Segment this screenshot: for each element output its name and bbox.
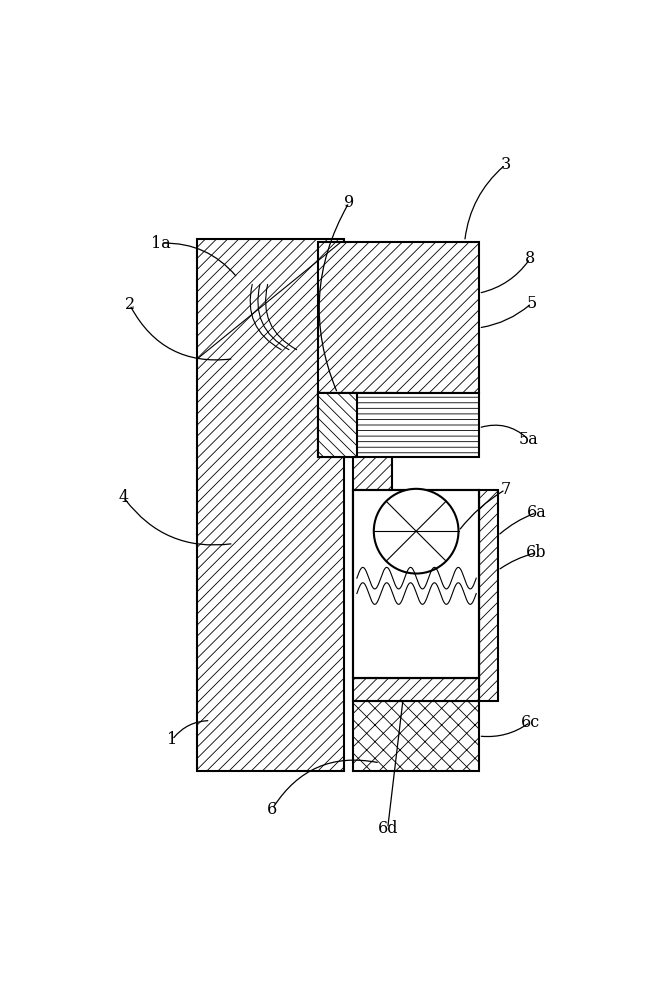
Text: 6b: 6b (526, 544, 546, 561)
Text: 7: 7 (500, 481, 511, 498)
Text: 5a: 5a (519, 431, 538, 448)
Text: 3: 3 (500, 156, 511, 173)
Bar (318, 242, 479, 393)
Text: 8: 8 (525, 250, 535, 267)
Text: 6a: 6a (527, 504, 546, 521)
Text: 5: 5 (527, 295, 537, 312)
Bar (197, 239, 344, 771)
Bar (353, 678, 479, 701)
Text: 1: 1 (167, 731, 178, 748)
Text: 2: 2 (124, 296, 135, 313)
Text: 4: 4 (119, 489, 128, 506)
Bar (353, 393, 392, 597)
Circle shape (374, 489, 458, 574)
Bar (353, 490, 479, 678)
Text: 1a: 1a (151, 235, 170, 252)
Bar (353, 490, 479, 678)
Text: 6c: 6c (521, 714, 540, 731)
Text: 9: 9 (344, 194, 354, 211)
Text: 6: 6 (267, 801, 277, 818)
Bar (353, 701, 479, 771)
Text: 6d: 6d (377, 820, 398, 837)
Bar (318, 393, 479, 457)
Bar (479, 490, 498, 701)
Bar (318, 393, 357, 457)
